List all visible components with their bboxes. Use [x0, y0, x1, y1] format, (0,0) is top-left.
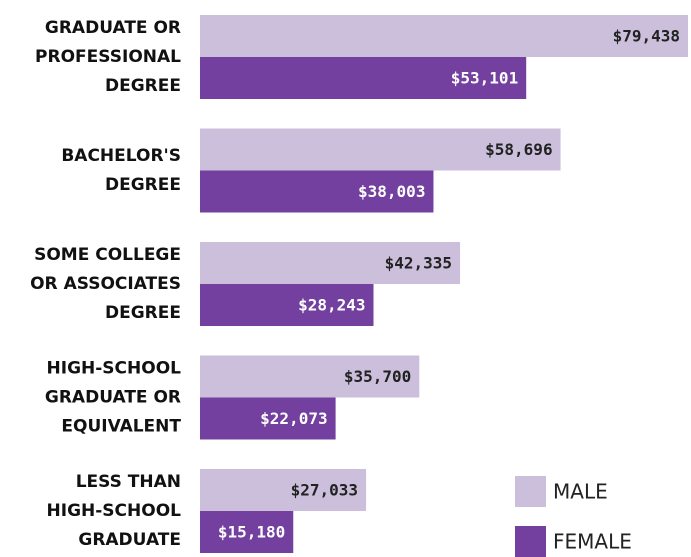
category-label-line: DEGREE: [105, 303, 181, 323]
value-label: $79,438: [613, 27, 680, 46]
category-label-line: BACHELOR'S: [61, 146, 181, 166]
category-label-line: GRADUATE OR: [45, 18, 181, 38]
bar: [200, 170, 434, 213]
category-label-line: HIGH-SCHOOL: [47, 501, 182, 521]
category-label-line: DEGREE: [105, 175, 181, 195]
category-label: GRADUATE OR PROFESSIONAL DEGREE: [35, 18, 181, 96]
value-label: $35,700: [344, 367, 411, 386]
category-label-line: OR ASSOCIATES: [30, 274, 181, 294]
bar: [200, 57, 527, 99]
bar: [200, 128, 561, 171]
bar: [200, 469, 367, 511]
value-label: $53,101: [451, 69, 518, 88]
legend-label: MALE: [553, 480, 608, 504]
bar: [200, 511, 294, 553]
bar: [200, 355, 420, 398]
legend-label: FEMALE: [553, 530, 632, 554]
legend-swatch: [515, 476, 546, 507]
value-label: $58,696: [485, 140, 552, 159]
bar: [200, 284, 374, 326]
category-label-line: SOME COLLEGE: [34, 245, 181, 265]
category-label: HIGH-SCHOOL GRADUATE OR EQUIVALENT: [45, 359, 182, 437]
value-label: $42,335: [385, 254, 452, 273]
value-label: $38,003: [358, 182, 425, 201]
bar: [200, 397, 336, 440]
category-label-line: DEGREE: [105, 76, 181, 96]
category-label-line: HIGH-SCHOOL: [47, 359, 182, 379]
category-label-line: GRADUATE OR: [45, 388, 181, 408]
value-label: $15,180: [218, 523, 285, 542]
category-label-line: PROFESSIONAL: [35, 47, 181, 67]
category-label: BACHELOR'S DEGREE: [61, 146, 181, 195]
bar: [200, 15, 688, 57]
value-label: $22,073: [260, 409, 327, 428]
category-label-line: EQUIVALENT: [61, 417, 181, 437]
value-label: $27,033: [291, 481, 358, 500]
value-label: $28,243: [298, 296, 365, 315]
category-label: LESS THAN HIGH-SCHOOL GRADUATE: [47, 472, 182, 550]
category-label: SOME COLLEGE OR ASSOCIATES DEGREE: [30, 245, 181, 323]
bar: [200, 242, 461, 284]
category-label-line: GRADUATE: [78, 530, 181, 550]
category-label-line: LESS THAN: [76, 472, 181, 492]
legend-swatch: [515, 526, 546, 557]
